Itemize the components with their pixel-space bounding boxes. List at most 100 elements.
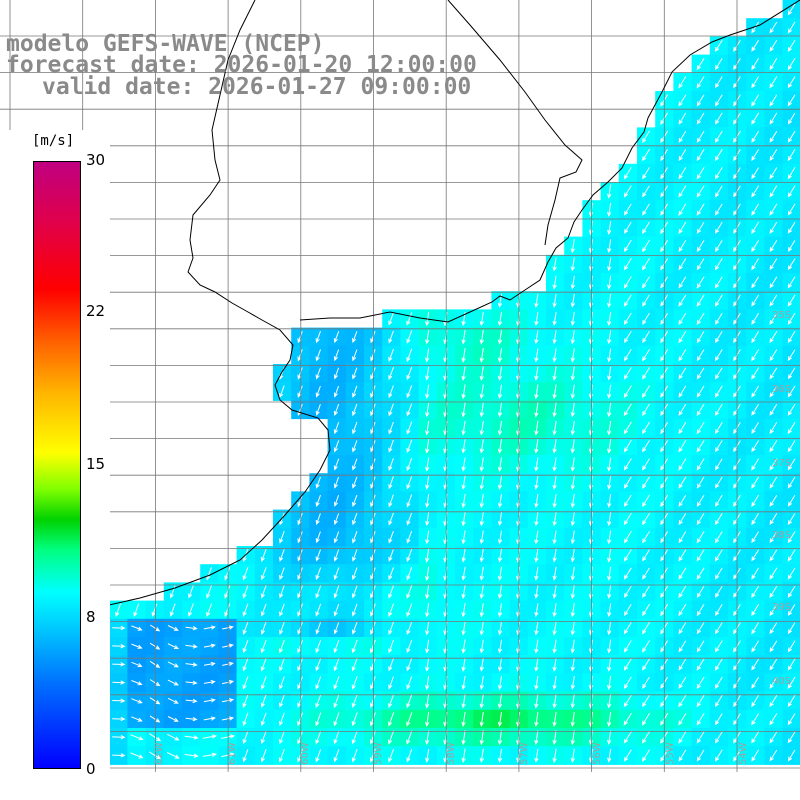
wind-arrow <box>461 693 466 709</box>
wind-arrow <box>769 458 778 471</box>
wind-arrow <box>642 658 650 671</box>
wind-arrow <box>714 167 723 180</box>
wind-arrow <box>333 730 340 745</box>
wind-arrow <box>607 348 612 363</box>
wind-arrow <box>278 748 285 763</box>
wind-arrow <box>787 658 796 671</box>
wind-arrow <box>479 366 484 381</box>
longitude-label: 55W <box>665 742 676 765</box>
wind-arrow <box>406 530 413 544</box>
wind-arrow <box>570 693 575 709</box>
coastline <box>0 0 331 616</box>
wind-arrow <box>714 94 723 107</box>
wind-arrow <box>461 512 466 527</box>
wind-arrow <box>333 712 340 727</box>
wind-arrow <box>570 584 576 600</box>
wind-arrow <box>623 494 632 507</box>
wind-arrow <box>570 711 575 727</box>
wind-arrow <box>696 658 705 671</box>
wind-arrow <box>534 566 539 581</box>
wind-arrow <box>678 712 687 726</box>
wind-arrow <box>315 367 321 380</box>
wind-arrow <box>751 21 760 34</box>
wind-arrow <box>206 603 213 617</box>
wind-arrow <box>497 584 503 600</box>
wind-arrow <box>678 367 687 380</box>
wind-arrow <box>352 531 358 544</box>
wind-arrow <box>351 657 358 672</box>
wind-arrow <box>203 680 216 685</box>
wind-arrow <box>479 420 485 436</box>
wind-arrow <box>279 385 285 399</box>
wind-arrow <box>315 531 321 544</box>
wind-arrow <box>552 257 557 272</box>
wind-arrow <box>570 439 576 454</box>
wind-arrow <box>406 567 413 581</box>
wind-arrow <box>642 367 650 380</box>
wind-arrow <box>696 294 705 307</box>
wind-arrow <box>607 530 612 545</box>
wind-arrow <box>534 311 539 327</box>
wind-arrow <box>696 531 705 544</box>
wind-arrow <box>570 621 576 636</box>
latitude-label: 39S <box>772 602 791 613</box>
wind-arrow <box>552 548 557 563</box>
wind-arrow <box>751 221 760 234</box>
wind-arrow <box>315 749 322 763</box>
wind-arrow <box>534 730 539 746</box>
wind-arrow <box>751 695 760 708</box>
wind-arrow <box>461 621 466 636</box>
wind-arrow <box>297 748 304 763</box>
wind-arrow <box>297 331 303 344</box>
wind-arrow <box>607 293 612 308</box>
wind-arrow <box>642 294 650 307</box>
wind-arrow <box>333 440 340 453</box>
wind-arrow <box>534 603 539 618</box>
wind-arrow <box>570 239 576 254</box>
wind-arrow <box>297 567 303 581</box>
wind-arrow <box>352 403 358 417</box>
colorbar-unit: [m/s] <box>32 133 75 149</box>
wind-arrow <box>678 694 687 708</box>
wind-arrow <box>242 658 249 672</box>
wind-arrow <box>188 585 194 599</box>
wind-arrow <box>425 348 430 363</box>
wind-arrow <box>534 748 539 763</box>
wind-arrow <box>623 567 632 580</box>
wind-arrow <box>552 711 557 727</box>
wind-arrow <box>678 567 687 580</box>
wind-arrow <box>642 640 650 653</box>
wind-arrow <box>534 530 539 545</box>
wind-arrow <box>769 731 778 744</box>
wind-arrow <box>497 439 503 454</box>
wind-arrow <box>714 458 723 471</box>
wind-arrow <box>678 403 687 416</box>
wind-arrow <box>406 549 413 563</box>
wind-arrow <box>696 749 705 762</box>
wind-arrow <box>112 643 126 649</box>
wind-arrow <box>787 494 796 507</box>
wind-arrow <box>461 384 466 400</box>
wind-arrow <box>678 258 687 271</box>
wind-arrow <box>696 258 705 271</box>
wind-arrow <box>678 658 687 671</box>
wind-arrow <box>769 494 778 507</box>
wind-arrow <box>315 603 322 617</box>
wind-arrow <box>461 585 466 600</box>
wind-arrow <box>769 749 778 762</box>
longitude-label: 59W <box>373 742 384 765</box>
wind-arrow <box>696 403 705 416</box>
wind-arrow <box>607 585 612 600</box>
wind-arrow <box>425 584 430 600</box>
wind-arrow <box>315 730 322 745</box>
wind-arrow <box>534 475 539 490</box>
wind-arrow <box>224 603 231 617</box>
wind-arrow <box>641 385 651 398</box>
wind-arrow <box>696 240 705 253</box>
wind-arrow <box>696 694 705 708</box>
wind-arrow <box>297 513 303 526</box>
wind-arrow <box>297 367 303 380</box>
wind-arrow <box>351 730 358 745</box>
title-forecast-date: forecast date: 2026-01-20 12:00:00 <box>6 52 477 78</box>
wind-arrow <box>260 730 267 745</box>
